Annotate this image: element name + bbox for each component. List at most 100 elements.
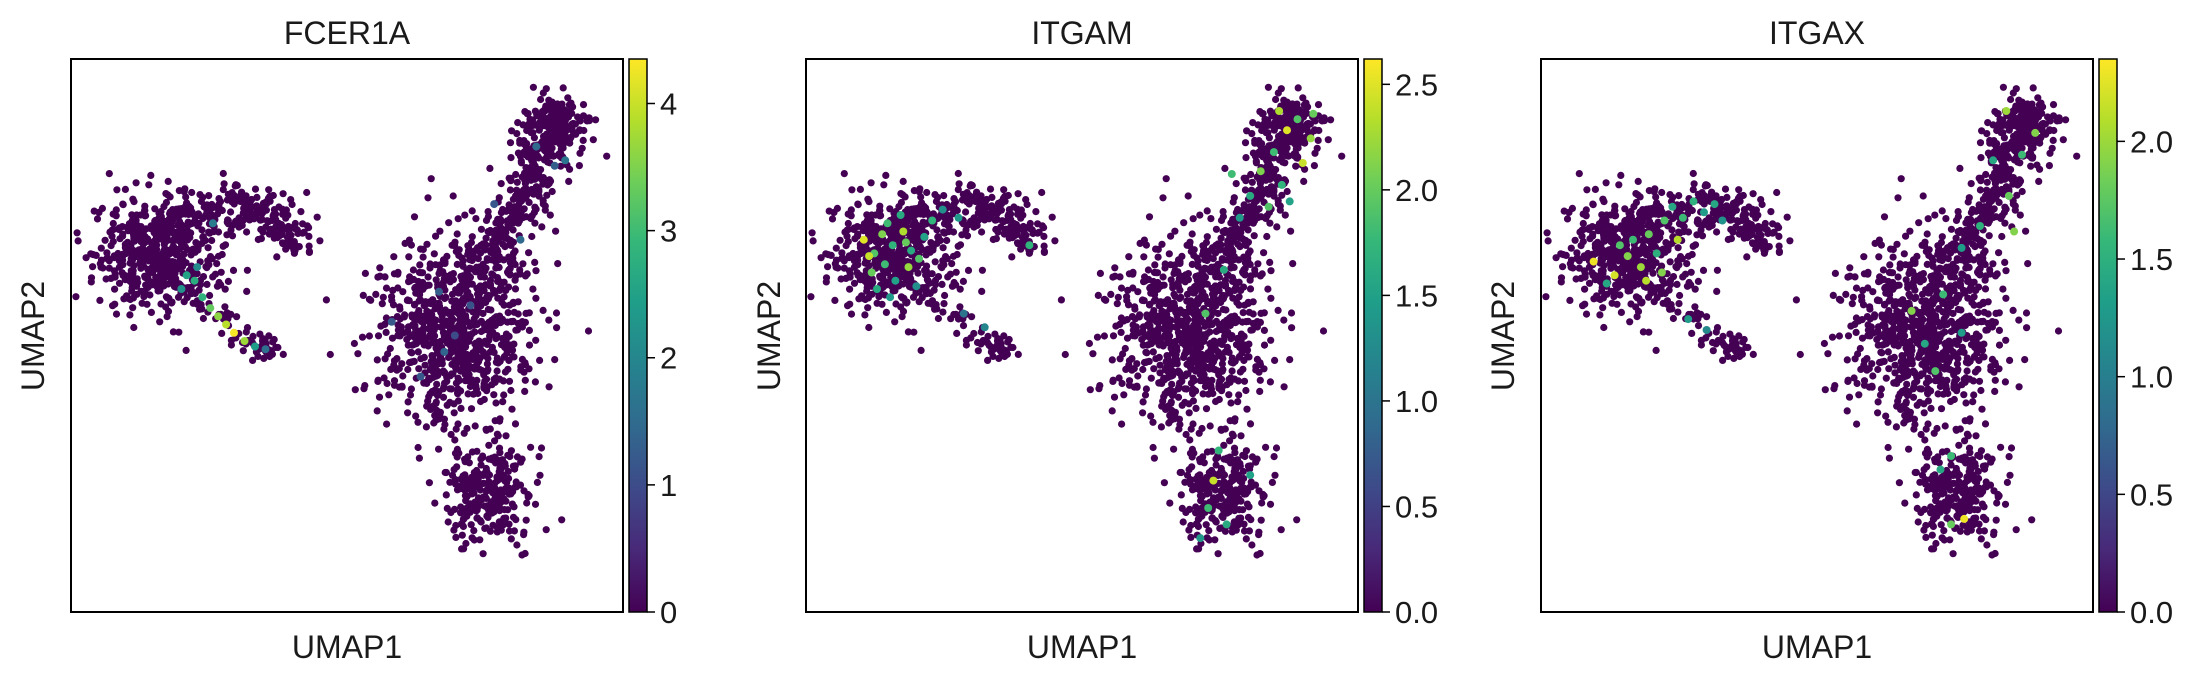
cell-point [491, 378, 499, 386]
cell-point [406, 391, 415, 399]
cell-point [410, 213, 419, 221]
cell-point [501, 342, 509, 350]
expressing-cell-point [904, 263, 913, 272]
cell-point [423, 379, 431, 387]
cell-point [408, 349, 416, 357]
cell-point [521, 376, 529, 384]
cell-point [522, 194, 530, 202]
cell-point [477, 241, 485, 250]
cell-point [1139, 398, 1147, 406]
cell-point [1146, 323, 1154, 331]
expressing-cell-point [980, 323, 989, 332]
cell-point [507, 177, 515, 185]
cell-point [504, 451, 512, 459]
cell-point [1096, 269, 1104, 277]
cell-point [468, 256, 476, 265]
cell-point [224, 220, 232, 228]
cell-point [135, 246, 143, 254]
cell-point [233, 313, 241, 321]
cell-point [1230, 263, 1238, 271]
cell-point [471, 328, 479, 336]
cell-point [162, 190, 170, 198]
cell-point [129, 230, 138, 238]
cell-point [378, 300, 386, 308]
cell-point [1224, 286, 1233, 294]
cell-point [1226, 417, 1234, 425]
cell-point [403, 296, 411, 304]
cell-point [450, 505, 459, 513]
cell-point [1203, 280, 1211, 288]
cell-point [277, 221, 285, 229]
expressing-cell-point [886, 293, 895, 302]
cell-point [482, 352, 490, 360]
cell-point [360, 385, 368, 393]
cell-point [956, 285, 964, 293]
cell-point [491, 484, 499, 492]
cell-point [423, 307, 431, 315]
cell-point [1187, 533, 1195, 542]
cell-point [1094, 291, 1102, 299]
cell-point [153, 232, 161, 240]
cell-point [584, 327, 593, 335]
cell-point [461, 313, 470, 321]
cell-point [1276, 206, 1284, 214]
cell-point [429, 323, 437, 332]
cell-point [521, 318, 530, 326]
cell-point [1093, 333, 1102, 341]
cell-point [502, 432, 510, 440]
cell-point [1227, 226, 1235, 234]
cell-point [429, 402, 437, 410]
cell-point [1171, 227, 1179, 235]
cell-point [531, 378, 540, 386]
cell-point [506, 271, 514, 279]
cell-point [854, 200, 862, 208]
cell-point [297, 208, 305, 216]
cell-point [869, 278, 877, 286]
cell-point [1260, 341, 1269, 349]
expressing-cell-point [1285, 197, 1294, 206]
cell-point [1236, 243, 1244, 251]
cell-point [840, 257, 848, 265]
cell-point [1185, 400, 1193, 408]
cell-point [538, 223, 546, 231]
cell-point [1181, 478, 1189, 486]
cell-point [282, 214, 290, 222]
cell-point [265, 218, 273, 226]
panel-title: FCER1A [284, 15, 411, 51]
cell-point [1287, 227, 1295, 235]
cell-point [1259, 110, 1267, 118]
cell-point [1187, 286, 1195, 294]
cell-point [373, 356, 381, 364]
cell-point [491, 437, 499, 445]
cell-point [305, 248, 313, 256]
cell-point [97, 263, 105, 271]
cell-point [455, 246, 463, 254]
cell-point [240, 203, 248, 212]
cell-point [279, 240, 287, 248]
cell-point [182, 346, 190, 354]
cell-point [1225, 348, 1233, 356]
cell-point [1229, 248, 1237, 256]
cell-point [174, 212, 182, 220]
cell-point [243, 324, 252, 332]
cell-point [1652, 346, 1660, 354]
cell-point [579, 136, 587, 144]
cell-point [1009, 343, 1017, 352]
expressing-cell-point [532, 142, 541, 151]
cell-point [465, 459, 473, 467]
cell-point [279, 190, 287, 198]
cell-point [428, 352, 436, 360]
colorbar-tick-label: 2.0 [1395, 173, 1438, 208]
cell-point [510, 340, 518, 348]
cell-point [174, 293, 183, 301]
cell-point [1684, 252, 1693, 260]
cell-point [259, 335, 267, 343]
cell-point [1236, 342, 1244, 350]
cell-point [1291, 107, 1299, 115]
colorbar-tick-label: 2.5 [1395, 67, 1438, 102]
cell-point [1270, 126, 1278, 134]
cell-point [508, 405, 516, 413]
cell-point [231, 182, 239, 190]
cell-point [113, 186, 121, 194]
cell-point [197, 197, 205, 206]
